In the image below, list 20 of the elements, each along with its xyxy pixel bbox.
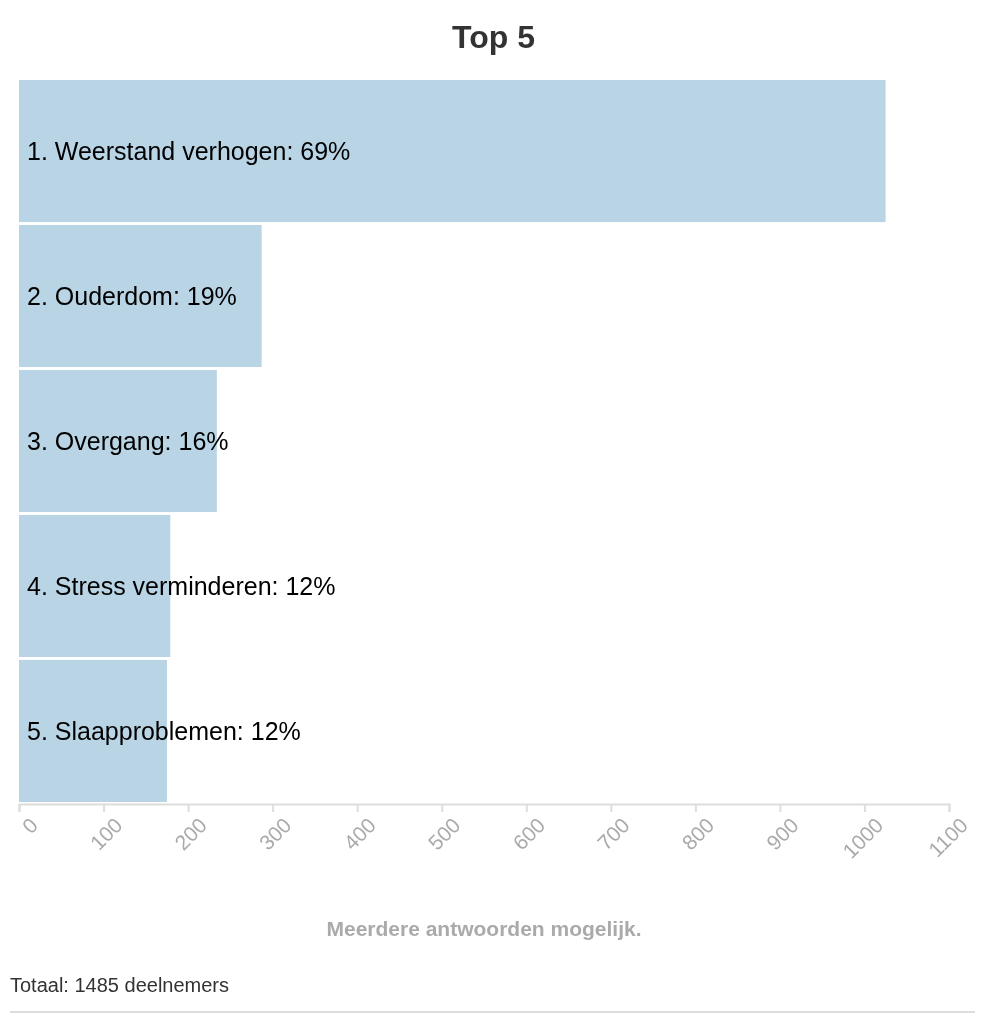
y-tick-label: 2. Ouderdom: 19% [27, 281, 237, 310]
x-tick-label: 200 [170, 813, 212, 855]
y-tick-label: 3. Overgang: 16% [27, 426, 229, 455]
x-axis-title: Meerdere antwoorden mogelijk. [326, 917, 642, 940]
bar [19, 80, 886, 223]
x-tick-label: 400 [339, 813, 381, 855]
x-tick-label: 800 [677, 813, 719, 855]
x-tick-label: 600 [508, 813, 550, 855]
x-tick-label: 500 [423, 813, 465, 855]
x-tick-label: 900 [761, 813, 803, 855]
bar [19, 224, 262, 368]
chart-title: Top 5 [452, 19, 535, 55]
x-tick-label: 100 [85, 813, 127, 855]
x-tick-label: 0 [17, 813, 42, 838]
y-tick-label: 1. Weerstand verhogen: 69% [27, 136, 351, 165]
y-tick-label: 5. Slaapproblemen: 12% [27, 716, 301, 745]
y-tick-label: 4. Stress verminderen: 12% [27, 571, 336, 600]
text: Totaal: 1485 deelnemers [10, 974, 230, 996]
x-tick-label: 300 [254, 813, 296, 855]
x-tick-label: 700 [592, 813, 634, 855]
